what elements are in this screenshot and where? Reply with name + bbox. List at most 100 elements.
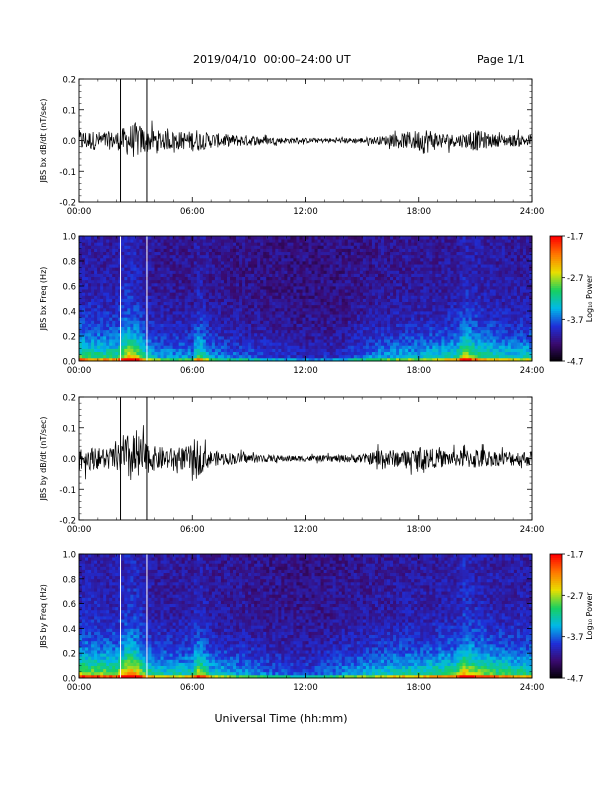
spectrogram-cell (112, 292, 116, 296)
spectrogram-cell (444, 332, 448, 337)
spectrogram-cell (272, 314, 276, 318)
spectrogram-cell (193, 329, 198, 334)
spectrogram-cell (130, 251, 134, 256)
spectrogram-cell (97, 236, 101, 240)
spectrogram-cell (103, 251, 107, 256)
spectrogram-cell (257, 292, 261, 296)
spectrogram-cell (91, 257, 95, 262)
spectrogram-cell (275, 279, 279, 284)
spectrogram-cell (172, 342, 177, 346)
spectrogram-cell (362, 251, 367, 256)
spectrogram-cell (251, 357, 255, 362)
spectrogram-cell (178, 257, 183, 262)
spectrogram-cell (251, 251, 255, 256)
spectrogram-cell (85, 339, 89, 343)
spectrogram-cell (341, 332, 346, 337)
spectrogram-cell (169, 301, 174, 306)
spectrogram-cell (214, 261, 219, 265)
spectrogram-cell (293, 289, 297, 293)
spectrogram-cell (112, 286, 116, 290)
spectrogram-cell (387, 354, 391, 359)
spectrogram-cell (432, 339, 436, 343)
spectrogram-cell (353, 301, 358, 306)
spectrogram-cell (362, 292, 367, 296)
spectrogram-cell (284, 264, 288, 268)
spectrogram-cell (266, 301, 270, 306)
spectrogram-cell (344, 336, 349, 340)
spectrogram-cell (417, 279, 421, 284)
spectrogram-cell (166, 242, 170, 246)
spectrogram-cell (302, 304, 306, 309)
spectrogram-cell (115, 314, 119, 318)
spectrogram-cell (130, 320, 134, 324)
spectrogram-cell (109, 311, 113, 315)
spectrogram-cell (423, 317, 427, 321)
spectrogram-cell (420, 354, 424, 359)
spectrogram-cell (88, 245, 92, 249)
spectrogram-cell (414, 311, 418, 315)
spectrogram-cell (157, 289, 161, 293)
spectrogram-cell (344, 292, 349, 296)
spectrogram-cell (272, 276, 276, 281)
spectrogram-cell (402, 267, 406, 271)
spectrogram-cell (82, 239, 86, 243)
spectrogram-cell (100, 323, 104, 328)
spectrogram-cell (384, 270, 388, 274)
spectrogram-cell (402, 304, 406, 309)
spectrogram-cell (103, 357, 107, 362)
spectrogram-cell (263, 307, 267, 312)
spectrogram-cell (441, 245, 445, 249)
spectrogram-cell (441, 332, 445, 337)
spectrogram-cell (94, 348, 98, 353)
spectrogram-cell (193, 292, 198, 296)
spectrogram-cell (172, 314, 177, 318)
spectrogram-cell (190, 261, 195, 265)
spectrogram-cell (296, 336, 300, 340)
spectrogram-cell (196, 332, 201, 337)
spectrogram-cell (323, 354, 328, 359)
spectrogram-cell (257, 351, 261, 356)
spectrogram-cell (290, 273, 294, 278)
spectrogram-cell (236, 289, 240, 293)
spectrogram-cell (272, 357, 276, 362)
spectrogram-cell (341, 242, 346, 246)
spectrogram-cell (435, 329, 439, 334)
spectrogram-cell (136, 323, 140, 328)
spectrogram-cell (305, 248, 309, 253)
spectrogram-cell (275, 342, 279, 346)
spectrogram-cell (441, 273, 445, 278)
spectrogram-cell (266, 279, 270, 284)
spectrogram-cell (217, 351, 222, 356)
spectrogram-cell (435, 254, 439, 259)
spectrogram-cell (82, 282, 86, 287)
spectrogram-cell (163, 267, 167, 271)
spectrogram-cell (269, 242, 273, 246)
spectrogram-cell (217, 289, 222, 293)
spectrogram-cell (187, 289, 192, 293)
spectrogram-cell (127, 301, 131, 306)
spectrogram-cell (97, 351, 101, 356)
spectrogram-cell (142, 317, 146, 321)
spectrogram-cell (314, 339, 318, 343)
spectrogram-cell (305, 251, 309, 256)
spectrogram-cell (371, 289, 376, 293)
spectrogram-cell (353, 245, 358, 249)
spectrogram-cell (181, 264, 186, 268)
spectrogram-cell (193, 279, 198, 284)
spectrogram-cell (199, 245, 204, 249)
spectrogram-cell (323, 317, 328, 321)
spectrogram-cell (230, 307, 234, 312)
spectrogram-cell (220, 326, 225, 331)
spectrogram-cell (420, 307, 424, 312)
spectrogram-cell (405, 282, 409, 287)
spectrogram-cell (85, 245, 89, 249)
spectrogram-cell (362, 314, 367, 318)
spectrogram-cell (106, 251, 110, 256)
spectrogram-cell (175, 286, 180, 290)
spectrogram-cell (411, 239, 415, 243)
spectrogram-cell (393, 345, 397, 349)
spectrogram-cell (239, 329, 243, 334)
spectrogram-cell (139, 348, 143, 353)
spectrogram-cell (118, 279, 122, 284)
spectrogram-cell (136, 336, 140, 340)
